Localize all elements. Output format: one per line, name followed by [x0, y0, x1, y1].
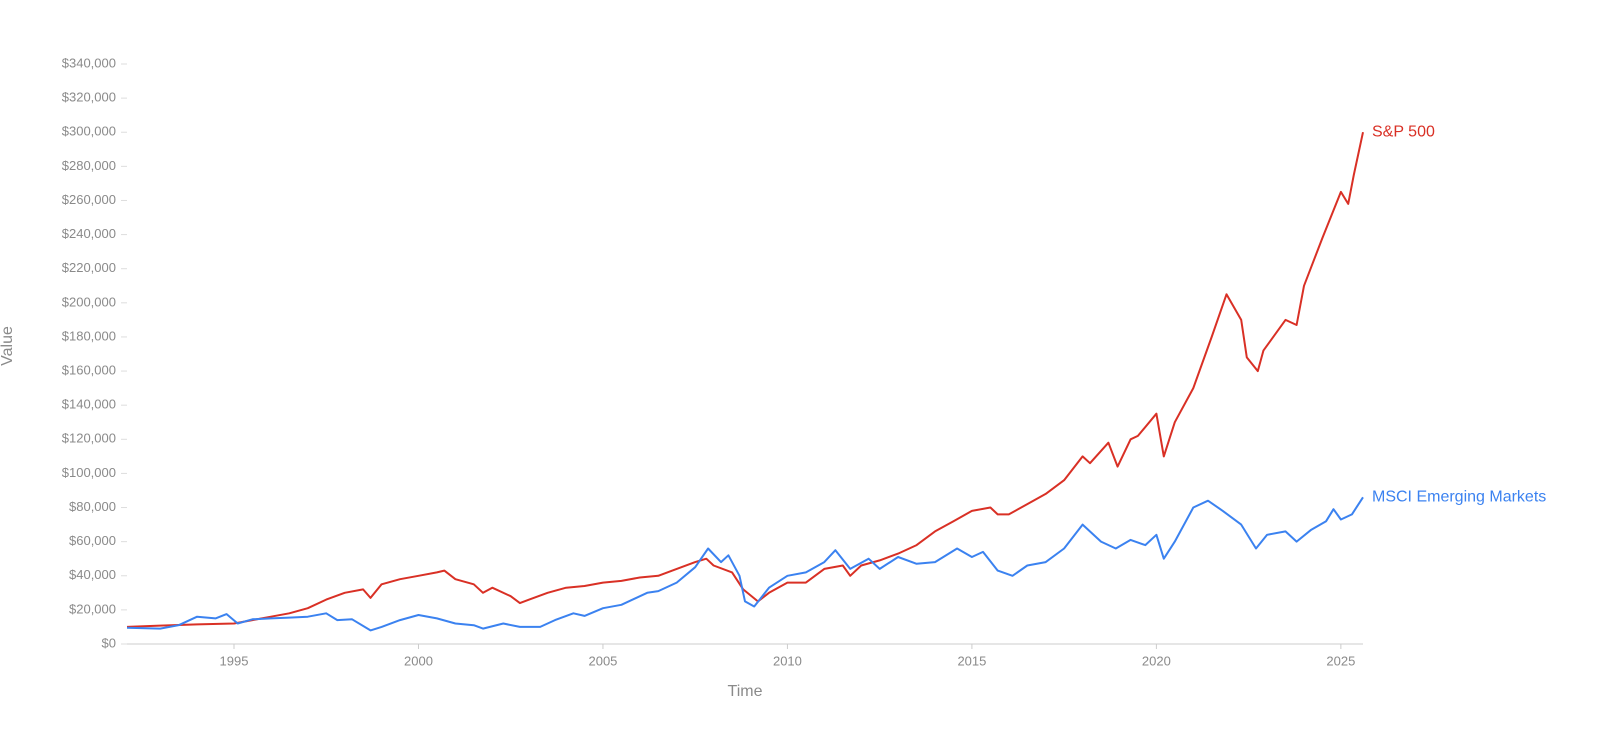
y-tick-label: $20,000 — [69, 601, 116, 616]
y-tick-label: $180,000 — [62, 328, 116, 343]
y-tick-label: $280,000 — [62, 158, 116, 173]
series-line — [126, 131, 1364, 628]
x-tick-label: 2000 — [404, 653, 433, 668]
y-tick-label: $340,000 — [62, 55, 116, 70]
y-tick-label: $240,000 — [62, 226, 116, 241]
series-label: S&P 500 — [1372, 123, 1435, 140]
y-tick-label: $140,000 — [62, 397, 116, 412]
x-tick-label: 2010 — [773, 653, 802, 668]
y-tick-label: $160,000 — [62, 362, 116, 377]
y-axis-title: Value — [0, 326, 16, 366]
y-tick-label: $320,000 — [62, 90, 116, 105]
y-tick-label: $60,000 — [69, 533, 116, 548]
y-tick-label: $80,000 — [69, 499, 116, 514]
y-tick-label: $260,000 — [62, 192, 116, 207]
y-tick-label: $40,000 — [69, 567, 116, 582]
x-tick-label: 2015 — [957, 653, 986, 668]
y-tick-label: $300,000 — [62, 124, 116, 139]
x-tick-label: 2005 — [588, 653, 617, 668]
x-axis-title: Time — [728, 683, 763, 700]
x-tick-label: 1995 — [220, 653, 249, 668]
x-tick-label: 2020 — [1142, 653, 1171, 668]
y-tick-label: $120,000 — [62, 431, 116, 446]
y-tick-label: $100,000 — [62, 465, 116, 480]
y-tick-label: $220,000 — [62, 260, 116, 275]
y-tick-label: $200,000 — [62, 294, 116, 309]
x-tick-label: 2025 — [1326, 653, 1355, 668]
series-label: MSCI Emerging Markets — [1372, 489, 1546, 506]
y-tick-label: $0 — [102, 635, 116, 650]
series-line — [126, 496, 1364, 632]
